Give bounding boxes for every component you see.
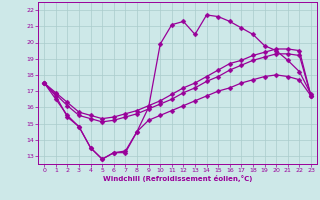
X-axis label: Windchill (Refroidissement éolien,°C): Windchill (Refroidissement éolien,°C)	[103, 175, 252, 182]
